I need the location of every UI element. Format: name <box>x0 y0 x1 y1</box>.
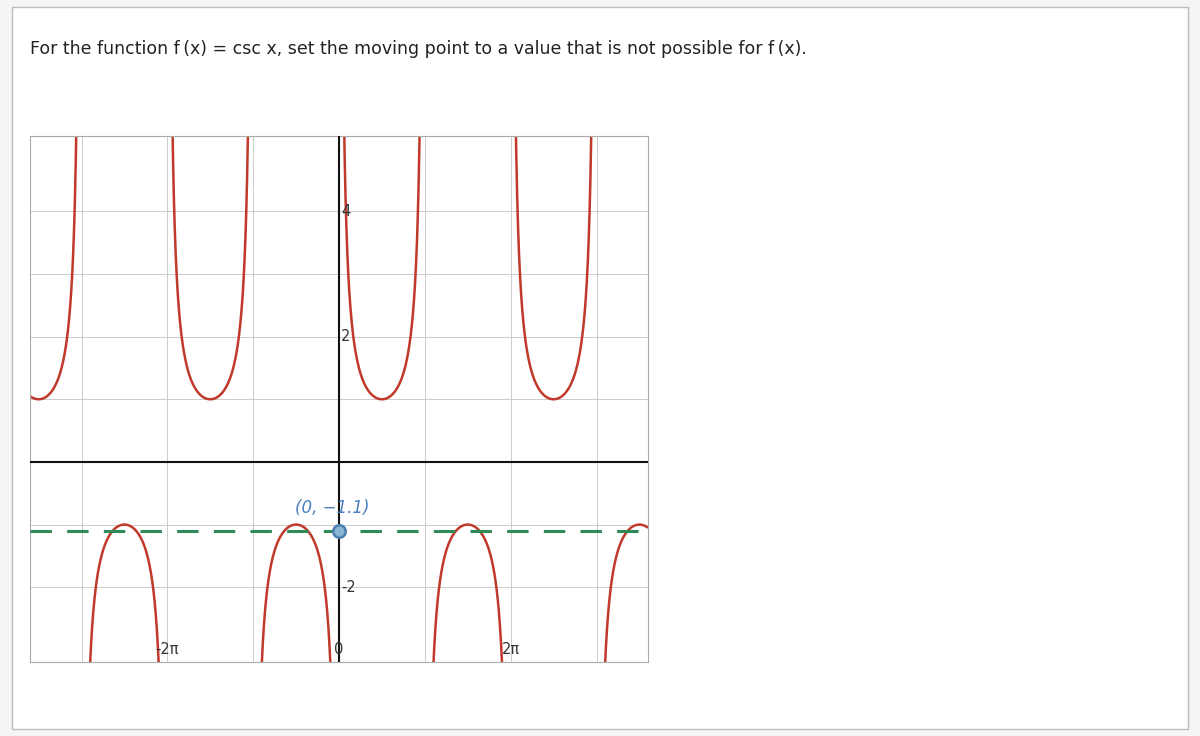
Text: (0, −1.1): (0, −1.1) <box>295 499 370 517</box>
Text: 0: 0 <box>335 643 343 657</box>
Text: 2: 2 <box>341 329 350 344</box>
Text: -2π: -2π <box>156 643 179 657</box>
Text: Sorry, that's incorrect. Try again?: Sorry, that's incorrect. Try again? <box>36 91 389 110</box>
Text: 4: 4 <box>341 204 350 219</box>
Text: For the function f (x) = csc x, set the moving point to a value that is not poss: For the function f (x) = csc x, set the … <box>30 40 806 58</box>
Text: 2π: 2π <box>502 643 520 657</box>
Text: -2: -2 <box>341 580 356 595</box>
